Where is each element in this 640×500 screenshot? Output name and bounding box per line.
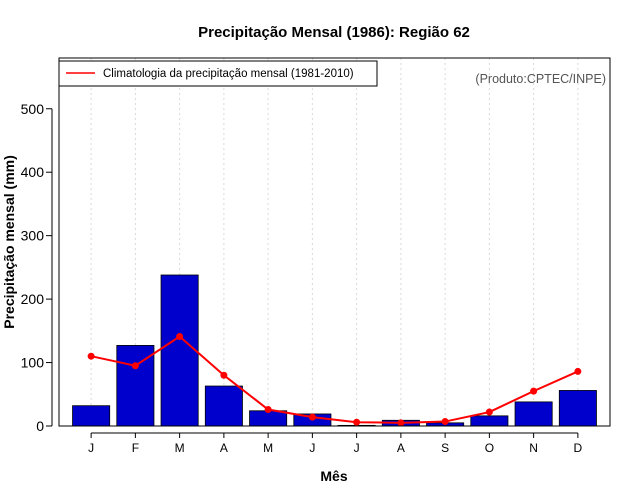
climatology-series [87, 333, 582, 427]
climatology-point [485, 408, 493, 416]
legend-label: Climatologia da precipitação mensal (198… [103, 68, 354, 80]
x-tick-label: A [220, 441, 228, 455]
climatology-point [353, 418, 361, 426]
bar [558, 390, 597, 427]
climatology-point [574, 367, 582, 375]
climatology-point [264, 406, 272, 414]
x-tick-label: J [88, 441, 94, 455]
climatology-point [131, 362, 139, 370]
bar [160, 274, 199, 427]
x-tick-label: N [529, 441, 538, 455]
y-tick-label: 0 [36, 418, 44, 434]
x-axis-label: Mês [320, 468, 347, 484]
climatology-point [397, 419, 405, 427]
x-tick-label: F [132, 441, 139, 455]
y-axis: 0 100 200 300 400 500 [21, 101, 53, 434]
plot-frame [58, 57, 611, 427]
product-credit: (Produto:CPTEC/INPE) [475, 72, 606, 86]
x-tick-label: A [397, 441, 405, 455]
climatology-point [87, 352, 95, 360]
y-tick-label: 200 [21, 291, 45, 307]
y-tick-label: 300 [21, 228, 45, 244]
bar [514, 401, 553, 427]
y-tick-label: 100 [21, 355, 45, 371]
climatology-point [441, 418, 449, 426]
y-axis-label: Precipitação mensal (mm) [1, 155, 17, 329]
climatology-point [308, 413, 316, 421]
y-tick-label: 500 [21, 101, 45, 117]
x-tick-label: S [441, 441, 449, 455]
x-tick-label: M [263, 441, 273, 455]
chart-title: Precipitação Mensal (1986): Região 62 [198, 24, 470, 41]
y-tick-label: 400 [21, 164, 45, 180]
legend-box [58, 60, 378, 87]
climatology-point [530, 387, 538, 395]
climatology-line [90, 335, 579, 424]
bar-series [72, 274, 597, 427]
bar [249, 410, 288, 427]
bar [116, 345, 155, 427]
x-tick-label: J [309, 441, 315, 455]
climatology-point [176, 333, 184, 341]
legend: Climatologia da precipitação mensal (198… [58, 60, 378, 87]
climatology-point [220, 371, 228, 379]
x-tick-label: J [354, 441, 360, 455]
x-tick-label: O [485, 441, 494, 455]
x-tick-label: D [574, 441, 583, 455]
bar [72, 405, 111, 427]
bar [470, 415, 509, 427]
bar [204, 385, 243, 427]
x-tick-label: M [175, 441, 185, 455]
